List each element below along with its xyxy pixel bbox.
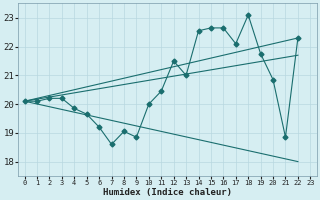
X-axis label: Humidex (Indice chaleur): Humidex (Indice chaleur) — [103, 188, 232, 197]
